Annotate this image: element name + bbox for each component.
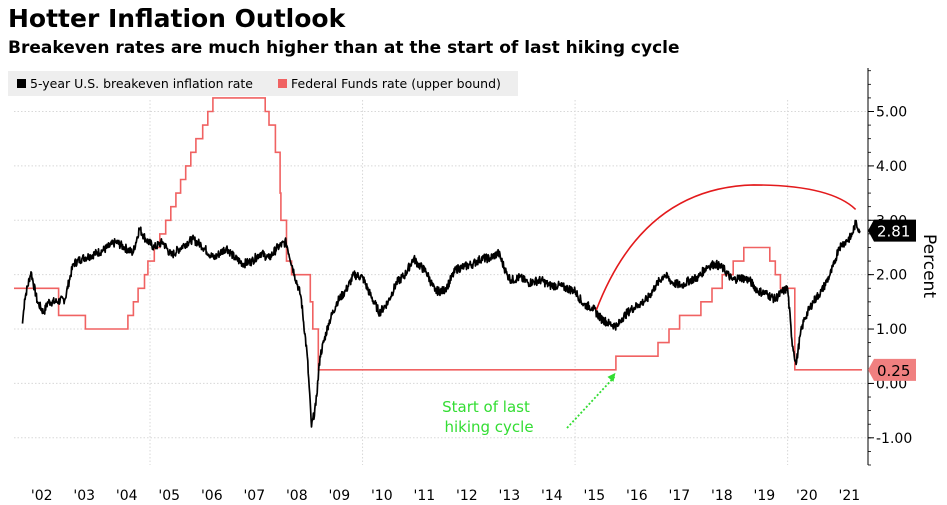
legend-label-fed-funds: Federal Funds rate (upper bound)	[291, 76, 501, 91]
x-tick-label: '14	[541, 488, 563, 504]
y-tick-label: 2.00	[876, 268, 907, 284]
x-tick-label: '09	[328, 488, 350, 504]
x-tick-label: '19	[754, 488, 776, 504]
x-tick-label: '18	[711, 488, 733, 504]
last-value-badges: 2.81 0.25	[868, 219, 916, 381]
badge-fed-funds-shape	[868, 358, 916, 381]
x-tick-label: '07	[243, 488, 265, 504]
y-tick-label: 4.00	[876, 159, 907, 175]
x-tick-label: '12	[456, 488, 478, 504]
gridlines	[14, 100, 868, 465]
x-tick-label: '15	[583, 488, 605, 504]
x-tick-label: '05	[158, 488, 180, 504]
legend-background	[8, 71, 518, 96]
badge-fed-funds-value: 0.25	[877, 362, 910, 380]
x-tick-label: '10	[371, 488, 393, 504]
x-tick-label: '06	[201, 488, 223, 504]
y-tick-label: -1.00	[876, 431, 912, 447]
x-axis-ticks: '02 '03 '04 '05 '06 '07 '08 '09 '10 '11 '12 '13 '14 '…	[31, 488, 861, 504]
x-tick-label: '13	[498, 488, 520, 504]
x-tick-label: '02	[31, 488, 53, 504]
series-layer	[14, 97, 862, 428]
y-tick-label: 5.00	[876, 105, 907, 121]
x-tick-label: '20	[796, 488, 818, 504]
emphasis-arc	[595, 184, 857, 311]
legend: 5-year U.S. breakeven inflation rate Fed…	[8, 71, 518, 96]
badge-breakeven-value: 2.81	[877, 223, 910, 241]
legend-swatch-fed-funds	[278, 79, 287, 88]
annotation-text-line1: Start of last	[442, 398, 530, 416]
x-tick-label: '04	[116, 488, 138, 504]
chart-subtitle: Breakeven rates are much higher than at …	[8, 38, 680, 58]
annotation-text-line2: hiking cycle	[444, 418, 533, 436]
badge-breakeven-shape	[868, 219, 916, 242]
chart-title: Hotter Inflation Outlook	[8, 4, 346, 33]
legend-label-breakeven: 5-year U.S. breakeven inflation rate	[30, 76, 253, 91]
y-axis-label: Percent	[919, 234, 939, 298]
x-tick-label: '11	[413, 488, 435, 504]
x-tick-label: '17	[669, 488, 691, 504]
y-tick-label: 1.00	[876, 322, 907, 338]
series-line-breakeven	[21, 219, 861, 428]
x-tick-label: '16	[626, 488, 648, 504]
series-line-fed-funds	[14, 97, 862, 371]
annotation: Start of last hiking cycle	[442, 372, 616, 436]
annotation-arrow-line	[566, 376, 616, 429]
y-axis-ticks: -1.000.001.002.003.004.005.00	[868, 70, 912, 466]
annotation-arrow-head	[607, 372, 616, 382]
x-tick-label: '08	[286, 488, 308, 504]
legend-swatch-breakeven	[17, 79, 26, 88]
x-tick-label: '21	[839, 488, 861, 504]
x-tick-label: '03	[73, 488, 95, 504]
